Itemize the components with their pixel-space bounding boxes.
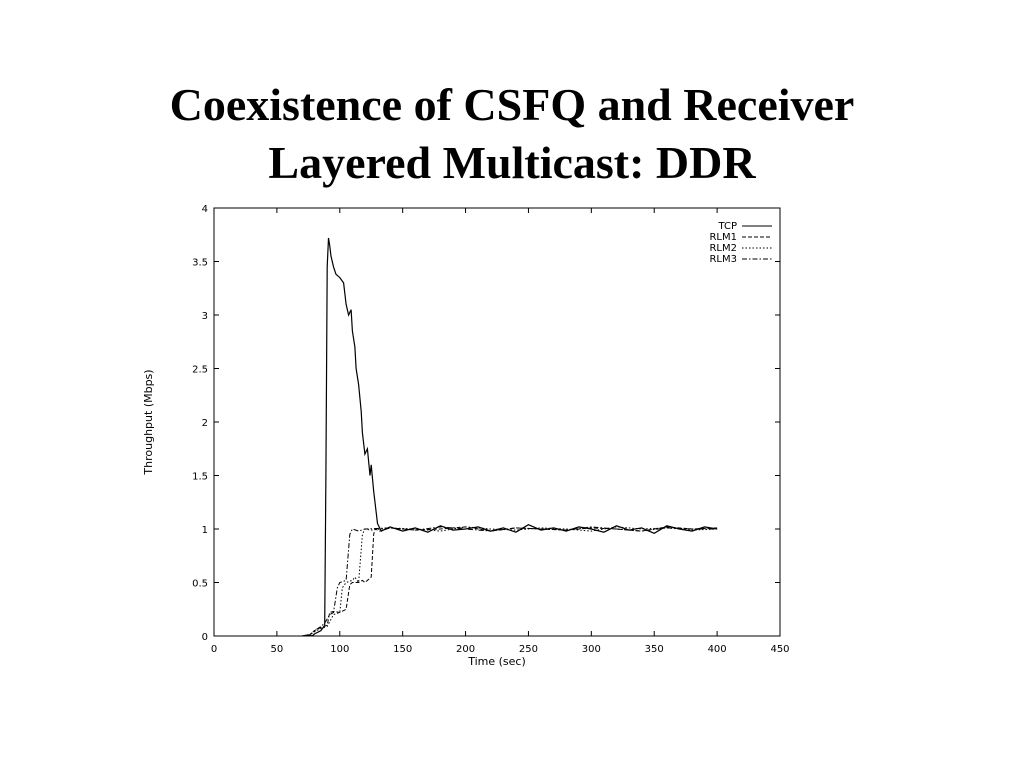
slide-title-line-2: Layered Multicast: DDR	[268, 137, 756, 188]
series-rlm1-line	[307, 526, 718, 637]
y-tick-label: 1	[202, 525, 208, 536]
x-tick-label: 400	[708, 644, 727, 655]
axis-ticks: 0 50 100 150 200 250 300 350 400 450 0 0.5 1 1.5 2 2.5 3…	[192, 204, 789, 655]
x-tick-label: 250	[519, 644, 538, 655]
x-tick-label: 150	[393, 644, 412, 655]
y-tick-label: 4	[202, 204, 208, 215]
x-tick-label: 350	[645, 644, 664, 655]
legend-label-rlm1: RLM1	[709, 232, 737, 243]
x-tick-label: 0	[211, 644, 217, 655]
series-rlm2-line	[308, 526, 718, 637]
y-tick-label: 0	[202, 632, 208, 643]
x-tick-label: 450	[770, 644, 789, 655]
y-tick-label: 3	[202, 311, 208, 322]
series-tcp-line	[301, 237, 718, 637]
y-axis-label: Throughput (Mbps)	[142, 369, 155, 475]
series-rlm3-line	[307, 526, 718, 637]
x-tick-label: 50	[271, 644, 284, 655]
legend-label-rlm3: RLM3	[709, 254, 737, 265]
y-tick-label: 0.5	[192, 579, 208, 590]
y-tick-label: 3.5	[192, 258, 208, 269]
x-axis-label: Time (sec)	[467, 655, 526, 668]
legend-label-tcp: TCP	[717, 221, 737, 232]
x-tick-label: 300	[582, 644, 601, 655]
x-tick-label: 200	[456, 644, 475, 655]
legend-label-rlm2: RLM2	[709, 243, 737, 254]
x-tick-label: 100	[330, 644, 349, 655]
y-tick-label: 1.5	[192, 472, 208, 483]
series-layer	[301, 237, 718, 637]
y-tick-label: 2.5	[192, 365, 208, 376]
y-tick-label: 2	[202, 418, 208, 429]
plot-frame	[213, 207, 781, 637]
slide-title: Coexistence of CSFQ and Receiver Layered…	[0, 76, 1024, 192]
slide-title-line-1: Coexistence of CSFQ and Receiver	[169, 79, 855, 130]
